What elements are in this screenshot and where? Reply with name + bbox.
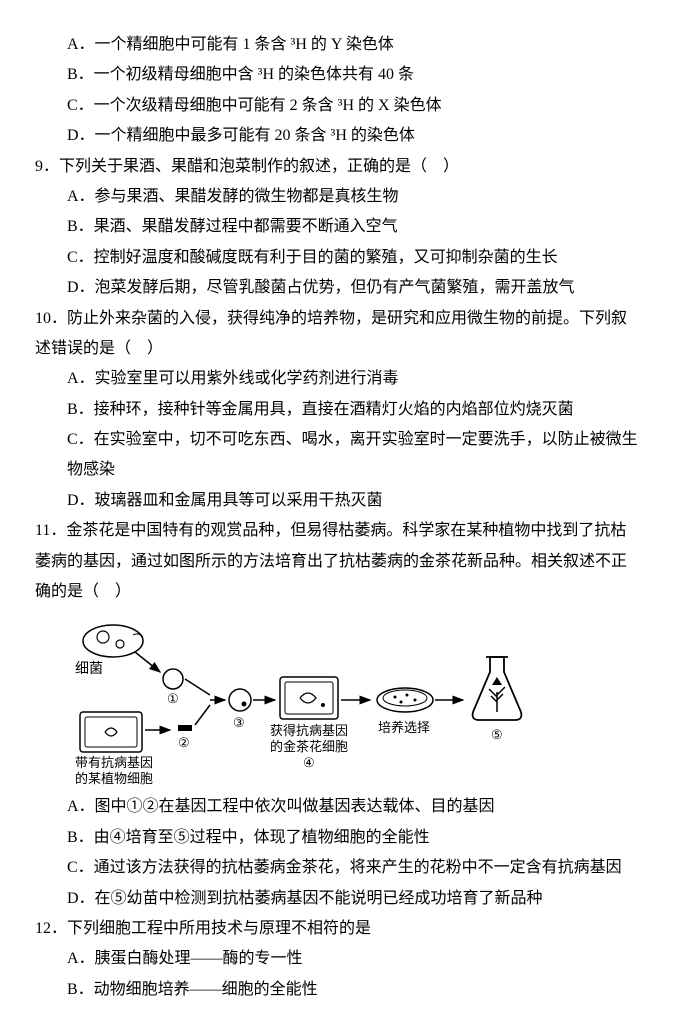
q12-option-a: A．胰蛋白酶处理——酶的专一性 bbox=[35, 944, 638, 974]
q9-option-c: C．控制好温度和酸碱度既有利于目的菌的繁殖，又可抑制杂菌的生长 bbox=[35, 243, 638, 273]
q11-option-b: B．由④培育至⑤过程中，体现了植物细胞的全能性 bbox=[35, 823, 638, 853]
label-plant-1: 带有抗病基因 bbox=[75, 755, 153, 770]
q10-option-b: B．接种环，接种针等金属用具，直接在酒精灯火焰的内焰部位灼烧灭菌 bbox=[35, 395, 638, 425]
label-s4-2: 的金茶花细胞 bbox=[270, 739, 348, 754]
flowchart-svg: 细菌 ① 带有抗病基因 的某植物细胞 ② ③ 获得抗病基因 的金茶 bbox=[75, 617, 535, 787]
q11-option-a: A．图中①②在基因工程中依次叫做基因表达载体、目的基因 bbox=[35, 792, 638, 822]
label-n5: ⑤ bbox=[491, 727, 503, 742]
label-s4-3: ④ bbox=[303, 755, 315, 770]
label-n1: ① bbox=[167, 691, 179, 706]
q11-diagram: 细菌 ① 带有抗病基因 的某植物细胞 ② ③ 获得抗病基因 的金茶 bbox=[35, 607, 638, 792]
q11-stem: 11．金茶花是中国特有的观赏品种，但易得枯萎病。科学家在某种植物中找到了抗枯萎病… bbox=[35, 516, 638, 607]
q8-option-c: C．一个次级精母细胞中可能有 2 条含 ³H 的 X 染色体 bbox=[35, 91, 638, 121]
q10-option-c: C．在实验室中，切不可吃东西、喝水，离开实验室时一定要洗手，以防止被微生物感染 bbox=[35, 425, 638, 486]
q9-stem: 9．下列关于果酒、果醋和泡菜制作的叙述，正确的是（ ） bbox=[35, 152, 638, 182]
label-s4-1: 获得抗病基因 bbox=[270, 723, 348, 738]
q10-stem: 10．防止外来杂菌的入侵，获得纯净的培养物，是研究和应用微生物的前提。下列叙述错… bbox=[35, 304, 638, 365]
q8-option-d: D．一个精细胞中最多可能有 20 条含 ³H 的染色体 bbox=[35, 121, 638, 151]
q12-option-b: B．动物细胞培养——细胞的全能性 bbox=[35, 975, 638, 1005]
q10-option-d: D．玻璃器皿和金属用具等可以采用干热灭菌 bbox=[35, 486, 638, 516]
q11-option-c: C．通过该方法获得的抗枯萎病金茶花，将来产生的花粉中不一定含有抗病基因 bbox=[35, 853, 638, 883]
q9-option-a: A．参与果酒、果醋发酵的微生物都是真核生物 bbox=[35, 182, 638, 212]
q12-stem: 12．下列细胞工程中所用技术与原理不相符的是 bbox=[35, 914, 638, 944]
q9-option-b: B．果酒、果醋发酵过程中都需要不断通入空气 bbox=[35, 212, 638, 242]
label-n2: ② bbox=[178, 735, 190, 750]
q8-option-b: B．一个初级精母细胞中含 ³H 的染色体共有 40 条 bbox=[35, 60, 638, 90]
q10-option-a: A．实验室里可以用紫外线或化学药剂进行消毒 bbox=[35, 364, 638, 394]
label-culture: 培养选择 bbox=[378, 720, 430, 735]
q9-option-d: D．泡菜发酵后期，尽管乳酸菌占优势，但仍有产气菌繁殖，需开盖放气 bbox=[35, 273, 638, 303]
label-bacteria: 细菌 bbox=[75, 661, 103, 677]
q11-option-d: D．在⑤幼苗中检测到抗枯萎病基因不能说明已经成功培育了新品种 bbox=[35, 884, 638, 914]
label-n3: ③ bbox=[233, 715, 245, 730]
q8-option-a: A．一个精细胞中可能有 1 条含 ³H 的 Y 染色体 bbox=[35, 30, 638, 60]
label-plant-2: 的某植物细胞 bbox=[75, 771, 153, 786]
